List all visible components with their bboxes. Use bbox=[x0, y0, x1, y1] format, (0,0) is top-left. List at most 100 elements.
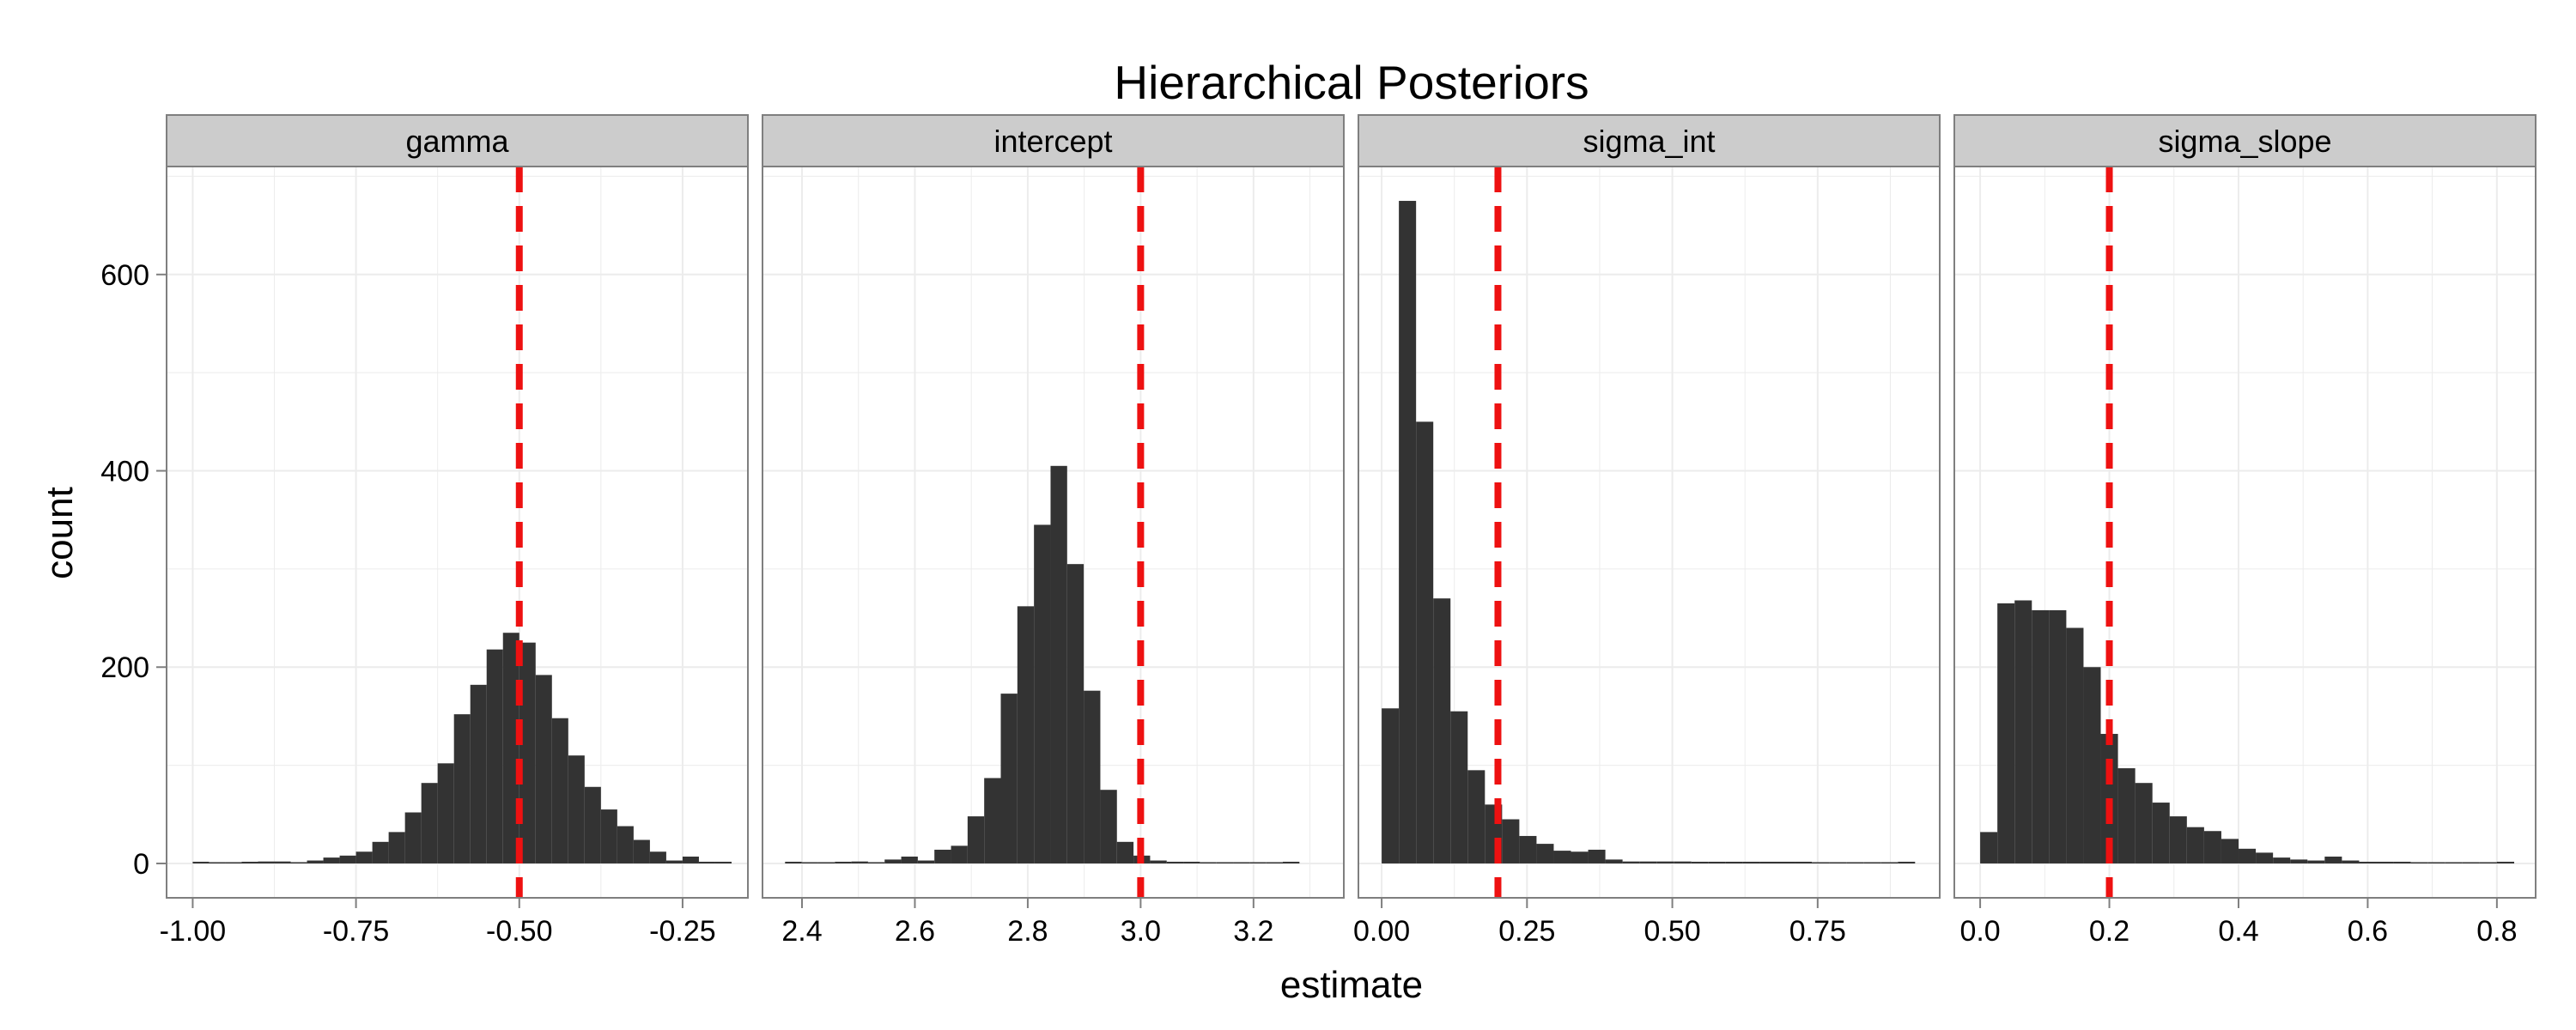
x-tick-label: 2.8 bbox=[1007, 915, 1048, 948]
histogram-bar bbox=[290, 862, 307, 863]
y-tick-label: 400 bbox=[100, 456, 149, 488]
x-tick-label: 3.0 bbox=[1121, 915, 1161, 948]
histogram-bar bbox=[1450, 711, 1468, 863]
histogram-bar bbox=[1571, 851, 1589, 863]
x-tick-label: 2.4 bbox=[781, 915, 822, 948]
histogram-bar bbox=[388, 832, 405, 863]
histogram-bar bbox=[1605, 859, 1623, 863]
histogram-bar bbox=[835, 861, 852, 863]
histogram-bar bbox=[682, 856, 699, 863]
histogram-bar bbox=[1795, 861, 1813, 863]
histogram-bar bbox=[209, 862, 226, 863]
histogram-bar bbox=[2239, 848, 2257, 863]
histogram-bar bbox=[2307, 860, 2325, 863]
histogram-bar bbox=[1467, 770, 1485, 863]
facet-strip bbox=[166, 114, 749, 167]
y-axis-title: count bbox=[39, 487, 81, 579]
histogram-bar bbox=[2135, 783, 2153, 863]
x-tick-label: -0.25 bbox=[649, 915, 716, 948]
histogram-bar bbox=[192, 861, 210, 863]
histogram-bar bbox=[1034, 524, 1051, 863]
histogram-bar bbox=[1017, 606, 1035, 863]
y-axis: 0 200 400 600 bbox=[100, 259, 167, 881]
histogram-bar bbox=[1216, 862, 1234, 863]
facet-panel-gamma: gamma -1.00 -0.75 -0.50 -0.25 bbox=[160, 114, 749, 948]
histogram-bar bbox=[1200, 862, 1217, 863]
histogram-bar bbox=[1150, 860, 1167, 863]
histogram-bar bbox=[1000, 694, 1018, 863]
histogram-bar bbox=[355, 851, 373, 863]
histogram-bar bbox=[1812, 862, 1830, 863]
histogram-bar bbox=[698, 861, 715, 863]
histogram-bar bbox=[633, 839, 650, 863]
histogram-bar bbox=[2273, 857, 2291, 863]
histogram-bar bbox=[1829, 862, 1847, 863]
histogram-bar bbox=[1233, 862, 1250, 863]
facet-strip bbox=[1358, 114, 1941, 167]
histogram-bar bbox=[225, 862, 242, 863]
histogram-bar bbox=[584, 786, 601, 863]
histogram-bar bbox=[1997, 603, 2015, 863]
histogram-bar bbox=[1183, 861, 1200, 863]
histogram-bar bbox=[785, 861, 802, 863]
histogram-bar bbox=[2256, 852, 2274, 863]
histogram-bar bbox=[1742, 861, 1760, 863]
histogram-bar bbox=[2083, 667, 2101, 863]
histogram-bar bbox=[665, 860, 683, 863]
facet-panel-sigma-slope: sigma_slope 0.0 0.2 0.4 0.6 0.8 bbox=[1953, 114, 2537, 948]
histogram-bar bbox=[2032, 609, 2050, 863]
histogram-bar bbox=[437, 763, 454, 863]
x-tick-label: -0.75 bbox=[323, 915, 390, 948]
histogram-bar bbox=[867, 862, 885, 863]
histogram-bar bbox=[2376, 861, 2394, 863]
histogram-bar bbox=[617, 826, 634, 863]
x-tick-label: 3.2 bbox=[1233, 915, 1273, 948]
histogram-bar bbox=[1980, 832, 1998, 863]
facet-strip-label: intercept bbox=[993, 124, 1112, 159]
histogram-bar bbox=[851, 861, 868, 863]
histogram-bar bbox=[2496, 861, 2515, 863]
facet-strip bbox=[762, 114, 1345, 167]
histogram-bar bbox=[649, 851, 666, 863]
x-axis-title: estimate bbox=[1280, 964, 1423, 1006]
histogram-bar bbox=[1249, 862, 1267, 863]
histogram-bar bbox=[1759, 861, 1777, 863]
x-tick-label: 0.00 bbox=[1353, 915, 1410, 948]
histogram-bar bbox=[1166, 861, 1184, 863]
histogram-bar bbox=[2049, 609, 2067, 863]
histogram-bar bbox=[1416, 421, 1434, 863]
histogram-bar bbox=[801, 862, 818, 863]
x-tick-label: 0.8 bbox=[2476, 915, 2517, 948]
histogram-bar bbox=[714, 861, 732, 863]
histogram-bar bbox=[2290, 859, 2308, 863]
histogram-bar bbox=[1777, 861, 1795, 863]
histogram-bar bbox=[934, 849, 951, 863]
histogram-bar bbox=[1656, 861, 1674, 863]
histogram-bar bbox=[1050, 465, 1067, 863]
histogram-bar bbox=[1898, 861, 1916, 863]
x-tick-label: 0.75 bbox=[1789, 915, 1846, 948]
y-tick-label: 200 bbox=[100, 651, 149, 684]
histogram-bar bbox=[241, 861, 258, 863]
facet-panels: gamma -1.00 -0.75 -0.50 -0.25 intercept 2.4 2.6… bbox=[100, 114, 2537, 948]
histogram-bar bbox=[470, 684, 487, 863]
histogram-bar bbox=[2221, 839, 2239, 863]
histogram-bar bbox=[1382, 708, 1400, 863]
histogram-bar bbox=[2359, 861, 2377, 863]
x-tick-label: 0.25 bbox=[1498, 915, 1555, 948]
x-tick-label: 0.2 bbox=[2089, 915, 2129, 948]
histogram-bar bbox=[1863, 862, 1881, 863]
x-tick-label: 2.6 bbox=[895, 915, 935, 948]
histogram-bar bbox=[502, 633, 519, 863]
y-tick-label: 0 bbox=[133, 848, 149, 881]
histogram-bar bbox=[951, 845, 968, 863]
histogram-bar bbox=[817, 862, 835, 863]
histogram-bar bbox=[2393, 861, 2411, 863]
histogram-bar bbox=[884, 859, 902, 863]
histogram-bar bbox=[1433, 598, 1451, 863]
histogram-bar bbox=[2445, 862, 2463, 863]
histogram-bar bbox=[917, 860, 935, 863]
histogram-bar bbox=[2066, 627, 2084, 863]
histogram-bar bbox=[421, 783, 438, 863]
